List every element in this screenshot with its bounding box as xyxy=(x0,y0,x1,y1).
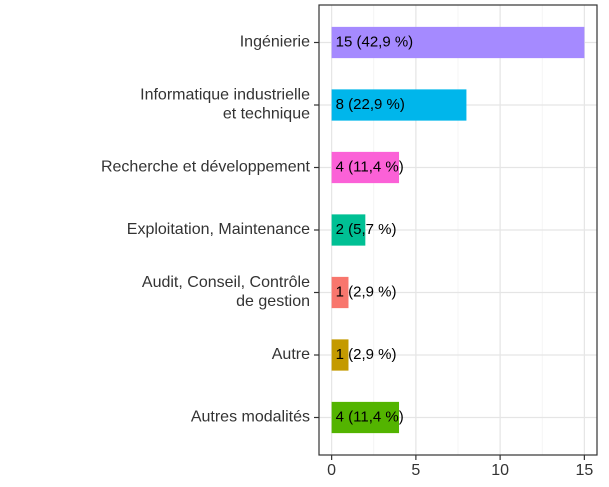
x-tick-label: 15 xyxy=(575,462,593,479)
bar xyxy=(331,151,400,184)
value-label: 2 (5,7 %) xyxy=(336,221,397,238)
value-label: 1 (2,9 %) xyxy=(336,346,397,363)
y-tick-label: Autre xyxy=(272,346,310,363)
value-label: 15 (42,9 %) xyxy=(336,33,414,50)
y-tick-label: Ingénierie xyxy=(240,34,310,51)
value-label: 8 (22,9 %) xyxy=(336,96,405,113)
x-tick-label: 0 xyxy=(327,462,336,479)
bar xyxy=(331,26,585,59)
y-tick-label: Recherche et développement xyxy=(101,159,311,176)
y-tick-label: Informatique industrielle et technique xyxy=(140,87,310,123)
bar xyxy=(331,214,366,246)
bar xyxy=(331,339,349,371)
value-label: 1 (2,9 %) xyxy=(336,283,397,300)
panel-border xyxy=(318,4,598,456)
y-tick-label: Exploitation, Maintenance xyxy=(127,221,310,238)
value-label: 4 (11,4 %) xyxy=(336,408,404,425)
bar xyxy=(331,276,349,309)
y-tick-label: Audit, Conseil, Contrôle de gestion xyxy=(142,274,310,310)
value-label: 4 (11,4 %) xyxy=(336,158,404,175)
bar xyxy=(331,401,400,434)
x-tick-label: 10 xyxy=(491,462,509,479)
x-tick-label: 5 xyxy=(411,462,420,479)
y-tick-label: Autres modalités xyxy=(191,409,310,426)
bar xyxy=(331,89,467,121)
